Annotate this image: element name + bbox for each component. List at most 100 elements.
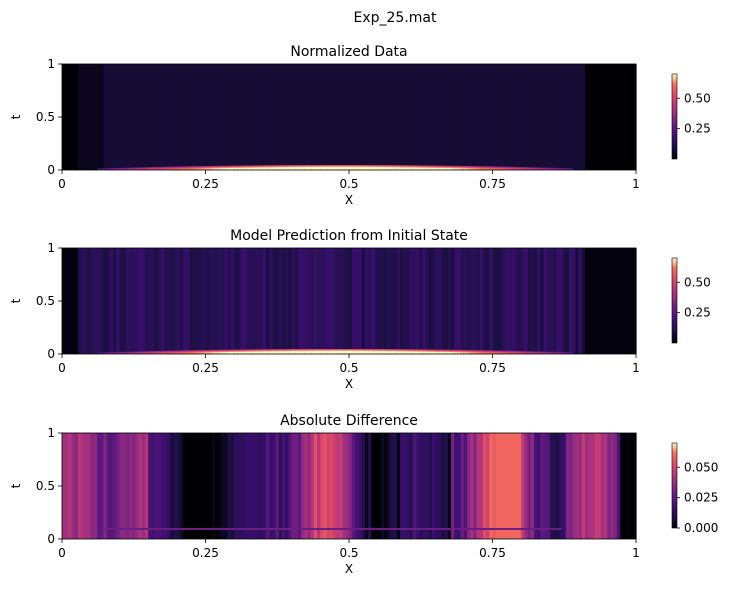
heatmap-column	[508, 64, 513, 170]
heatmap-column	[604, 433, 608, 539]
heatmap-column	[419, 248, 423, 354]
band-cell	[524, 352, 529, 354]
heatmap-column	[81, 64, 85, 170]
heatmap-column	[317, 248, 321, 354]
band-cell	[294, 351, 299, 354]
band-cell	[345, 167, 350, 170]
heatmap-column	[93, 433, 98, 539]
heatmap-column	[342, 433, 347, 539]
heatmap-column	[301, 248, 305, 354]
band-cell	[297, 167, 302, 170]
heatmap-column	[186, 248, 191, 354]
heatmap-column	[272, 248, 277, 354]
band-cell	[211, 167, 216, 170]
heatmap-column	[345, 433, 350, 539]
heatmap-column	[262, 248, 267, 354]
band-cell	[380, 167, 385, 170]
band-cell	[227, 167, 232, 170]
heatmap-column	[358, 64, 363, 170]
band-cell	[492, 352, 497, 354]
colorbar-gradient	[671, 257, 678, 344]
heatmap-column	[479, 433, 484, 539]
band-cell	[323, 167, 328, 170]
heatmap-column	[476, 64, 481, 170]
heatmap-column	[591, 64, 596, 170]
heatmap-column	[282, 433, 286, 539]
y-tick-label: 0	[47, 163, 55, 177]
band-cell	[266, 167, 270, 170]
heatmap-column	[604, 64, 608, 170]
heatmap-column	[492, 248, 497, 354]
heatmap-column	[211, 248, 216, 354]
heatmap-column	[374, 64, 379, 170]
band-cell	[106, 168, 111, 170]
heatmap-column	[616, 64, 621, 170]
heatmap-column	[71, 248, 76, 354]
band-cell	[403, 351, 407, 354]
heatmap-column	[502, 433, 506, 539]
heatmap-column	[466, 248, 471, 354]
band-cell	[234, 351, 238, 354]
heatmap-column	[237, 433, 242, 539]
heatmap-column	[479, 248, 484, 354]
heatmap-column	[192, 248, 197, 354]
colorbar: 0.25 0.50	[671, 73, 711, 160]
heatmap-column	[87, 433, 92, 539]
band-cell	[262, 167, 267, 170]
heatmap-column	[310, 433, 315, 539]
heatmap-column	[160, 248, 165, 354]
heatmap-column	[231, 64, 235, 170]
heatmap-column	[518, 433, 522, 539]
heatmap-column	[537, 64, 541, 170]
heatmap-column	[470, 64, 474, 170]
band-cell	[199, 351, 203, 354]
heatmap-column	[176, 433, 181, 539]
heatmap-column	[77, 248, 82, 354]
heatmap-column	[304, 433, 309, 539]
band-cell	[521, 168, 525, 170]
heatmap-column	[106, 248, 111, 354]
band-cell	[138, 352, 143, 354]
heatmap-column	[431, 248, 436, 354]
heatmap-column	[208, 433, 213, 539]
band-cell	[301, 351, 305, 354]
heatmap-column	[502, 248, 506, 354]
heatmap-column	[304, 248, 309, 354]
heatmap-column	[113, 433, 117, 539]
heatmap-column	[521, 64, 525, 170]
heatmap-column	[632, 433, 637, 539]
heatmap-column	[138, 64, 143, 170]
heatmap-column	[435, 64, 439, 170]
heatmap	[62, 64, 637, 171]
heatmap-column	[578, 64, 583, 170]
colorbar: 0.000 0.025 0.050	[671, 442, 718, 535]
heatmap-column	[266, 248, 270, 354]
heatmap-column	[476, 248, 481, 354]
band-cell	[215, 351, 219, 354]
heatmap-column	[227, 433, 232, 539]
heatmap-column	[409, 248, 414, 354]
heatmap-column	[594, 433, 599, 539]
y-tick-label: 1	[47, 241, 55, 255]
band-cell	[447, 351, 452, 354]
heatmap-column	[470, 433, 474, 539]
heatmap-column	[597, 433, 602, 539]
heatmap-column	[116, 64, 120, 170]
x-tick-label: 0	[58, 546, 66, 560]
heatmap-column	[591, 433, 596, 539]
heatmap-column	[288, 248, 293, 354]
band-cell	[559, 352, 564, 354]
heatmap-column	[250, 433, 254, 539]
x-tick-label: 0.75	[479, 361, 506, 375]
heatmap-column	[164, 433, 168, 539]
heatmap-column	[224, 64, 229, 170]
band-cell	[463, 167, 468, 170]
heatmap-column	[486, 248, 490, 354]
heatmap-column	[492, 433, 497, 539]
heatmap-column	[167, 248, 172, 354]
heatmap-column	[179, 64, 184, 170]
band-cell	[565, 168, 570, 170]
heatmap-column	[160, 433, 165, 539]
heatmap-column	[435, 433, 439, 539]
heatmap-column	[122, 248, 127, 354]
